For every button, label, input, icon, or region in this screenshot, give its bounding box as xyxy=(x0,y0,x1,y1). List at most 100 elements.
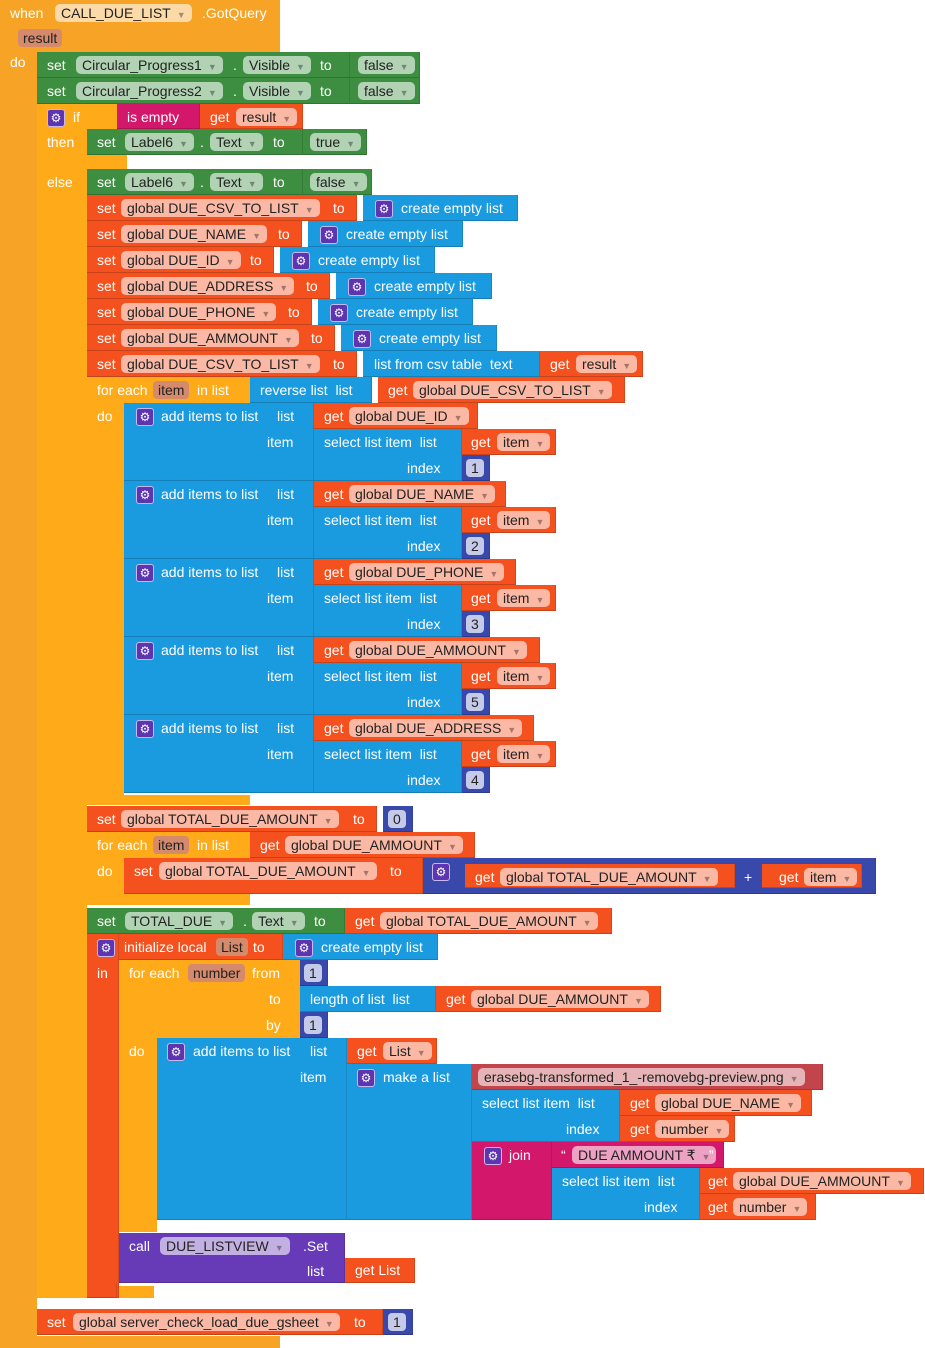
number-field[interactable]: 4 xyxy=(466,771,484,789)
variable-dropdown[interactable]: global DUE_AMMOUNT ▼ xyxy=(733,1172,911,1190)
initialize-local-bottom[interactable] xyxy=(87,1284,117,1298)
select-list-item-block[interactable] xyxy=(314,663,462,715)
initialize-local-body[interactable] xyxy=(87,934,119,1298)
select-list-item-block[interactable] xyxy=(552,1168,700,1220)
gear-icon[interactable]: ⚙ xyxy=(47,109,65,127)
variable-dropdown[interactable]: global DUE_ADDRESS ▼ xyxy=(349,719,523,737)
variable-dropdown[interactable]: item ▼ xyxy=(497,511,551,529)
variable-dropdown[interactable]: result ▼ xyxy=(576,355,638,373)
variable-dropdown[interactable]: global DUE_AMMOUNT ▼ xyxy=(471,990,649,1008)
gear-icon[interactable]: ⚙ xyxy=(330,304,348,322)
property-dropdown[interactable]: Text ▼ xyxy=(252,912,305,930)
component-dropdown[interactable]: CALL_DUE_LIST ▼ xyxy=(55,4,192,22)
add-items-block[interactable] xyxy=(124,637,314,715)
boolean-dropdown[interactable]: false ▼ xyxy=(358,82,415,100)
variable-dropdown[interactable]: global DUE_ID ▼ xyxy=(121,251,241,269)
variable-dropdown[interactable]: item ▼ xyxy=(497,667,551,685)
boolean-dropdown[interactable]: false ▼ xyxy=(310,173,367,191)
property-dropdown[interactable]: Text ▼ xyxy=(210,173,263,191)
variable-dropdown[interactable]: global TOTAL_DUE_AMOUNT ▼ xyxy=(159,862,377,880)
param-item[interactable]: item xyxy=(153,836,190,854)
variable-dropdown[interactable]: global DUE_NAME ▼ xyxy=(655,1094,801,1112)
select-list-item-block[interactable] xyxy=(314,741,462,793)
variable-dropdown[interactable]: item ▼ xyxy=(497,745,551,763)
variable-dropdown[interactable]: global TOTAL_DUE_AMOUNT ▼ xyxy=(121,810,339,828)
component-dropdown[interactable]: Circular_Progress1 ▼ xyxy=(76,56,223,74)
property-dropdown[interactable]: Text ▼ xyxy=(210,133,263,151)
variable-dropdown[interactable]: global DUE_CSV_TO_LIST ▼ xyxy=(121,199,320,217)
variable-dropdown[interactable]: item ▼ xyxy=(497,433,551,451)
get-list-block[interactable] xyxy=(345,1258,415,1283)
list-from-csv-block[interactable] xyxy=(363,351,540,377)
gear-icon[interactable]: ⚙ xyxy=(136,408,154,426)
if-block-body[interactable] xyxy=(37,104,87,1298)
variable-dropdown[interactable]: number ▼ xyxy=(655,1120,730,1138)
gear-icon[interactable]: ⚙ xyxy=(167,1043,185,1061)
for-each-body[interactable] xyxy=(87,377,124,805)
image-dropdown[interactable]: erasebg-transformed_1_-removebg-preview.… xyxy=(478,1068,805,1086)
if-block-then-bottom[interactable] xyxy=(37,155,127,169)
variable-dropdown[interactable]: global TOTAL_DUE_AMOUNT ▼ xyxy=(380,912,598,930)
length-of-list-block[interactable] xyxy=(300,986,436,1012)
select-list-item-block[interactable] xyxy=(314,507,462,559)
gear-icon[interactable]: ⚙ xyxy=(136,564,154,582)
component-dropdown[interactable]: TOTAL_DUE ▼ xyxy=(125,912,234,930)
number-field[interactable]: 3 xyxy=(466,615,484,633)
variable-dropdown[interactable]: global DUE_PHONE ▼ xyxy=(121,303,277,321)
variable-dropdown[interactable]: global TOTAL_DUE_AMOUNT ▼ xyxy=(500,868,718,886)
event-block-body[interactable] xyxy=(0,0,37,1348)
variable-dropdown[interactable]: result ▼ xyxy=(236,108,298,126)
variable-dropdown[interactable]: global DUE_ID ▼ xyxy=(349,407,469,425)
variable-dropdown[interactable]: global DUE_AMMOUNT ▼ xyxy=(121,329,299,347)
make-a-list-block[interactable] xyxy=(347,1064,472,1220)
add-items-block[interactable] xyxy=(157,1038,347,1220)
variable-dropdown[interactable]: global DUE_CSV_TO_LIST ▼ xyxy=(413,381,612,399)
component-dropdown[interactable]: Label6 ▼ xyxy=(125,173,194,191)
gear-icon[interactable]: ⚙ xyxy=(484,1147,502,1165)
variable-dropdown[interactable]: global DUE_AMMOUNT ▼ xyxy=(285,836,463,854)
variable-dropdown[interactable]: List ▼ xyxy=(383,1042,432,1060)
component-dropdown[interactable]: DUE_LISTVIEW ▼ xyxy=(160,1237,290,1255)
gear-icon[interactable]: ⚙ xyxy=(136,720,154,738)
variable-dropdown[interactable]: global DUE_AMMOUNT ▼ xyxy=(349,641,527,659)
variable-dropdown[interactable]: item ▼ xyxy=(497,589,551,607)
is-empty-block[interactable] xyxy=(117,104,200,129)
add-items-block[interactable] xyxy=(124,403,314,481)
property-dropdown[interactable]: Visible ▼ xyxy=(243,82,311,100)
select-list-item-block[interactable] xyxy=(472,1090,620,1142)
number-field[interactable]: 1 xyxy=(388,1313,406,1331)
number-field[interactable]: 1 xyxy=(466,459,484,477)
number-field[interactable]: 1 xyxy=(304,964,322,982)
text-field[interactable]: DUE AMMOUNT ₹ ▼ xyxy=(572,1146,717,1164)
boolean-dropdown[interactable]: false ▼ xyxy=(358,56,415,74)
param-result[interactable]: result xyxy=(18,29,63,47)
param-item[interactable]: item xyxy=(153,381,190,399)
variable-dropdown[interactable]: global server_check_load_due_gsheet ▼ xyxy=(73,1313,340,1331)
event-block-bottom[interactable] xyxy=(0,1336,280,1348)
select-list-item-block[interactable] xyxy=(314,585,462,637)
variable-dropdown[interactable]: global DUE_ADDRESS ▼ xyxy=(121,277,295,295)
param-list[interactable]: List xyxy=(216,938,248,956)
variable-dropdown[interactable]: global DUE_PHONE ▼ xyxy=(349,563,505,581)
gear-icon[interactable]: ⚙ xyxy=(353,330,371,348)
gear-icon[interactable]: ⚙ xyxy=(97,939,115,957)
variable-dropdown[interactable]: global DUE_NAME ▼ xyxy=(349,485,495,503)
gear-icon[interactable]: ⚙ xyxy=(348,278,366,296)
component-dropdown[interactable]: Label6 ▼ xyxy=(125,133,194,151)
for-each-body[interactable] xyxy=(87,832,124,905)
add-items-block[interactable] xyxy=(124,715,314,793)
property-dropdown[interactable]: Visible ▼ xyxy=(243,56,311,74)
set-label6-false-block[interactable] xyxy=(87,169,303,195)
number-field[interactable]: 1 xyxy=(304,1016,322,1034)
gear-icon[interactable]: ⚙ xyxy=(375,200,393,218)
number-field[interactable]: 0 xyxy=(388,810,406,828)
set-label6-true-block[interactable] xyxy=(87,129,303,155)
gear-icon[interactable]: ⚙ xyxy=(432,863,450,881)
gear-icon[interactable]: ⚙ xyxy=(136,486,154,504)
gear-icon[interactable]: ⚙ xyxy=(292,252,310,270)
variable-dropdown[interactable]: item ▼ xyxy=(804,868,858,886)
gear-icon[interactable]: ⚙ xyxy=(136,642,154,660)
for-range-body[interactable] xyxy=(119,960,157,1232)
number-field[interactable]: 5 xyxy=(466,693,484,711)
boolean-dropdown[interactable]: true ▼ xyxy=(310,133,362,151)
